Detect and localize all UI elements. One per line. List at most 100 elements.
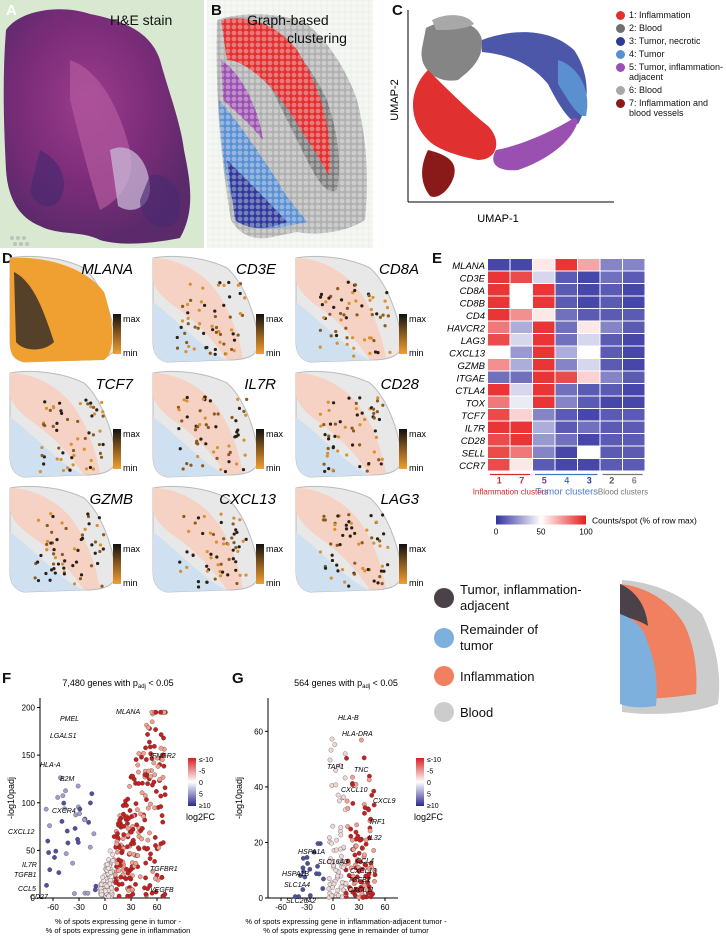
volcano-point [360,866,365,872]
log2fc-title: log2FC [414,812,444,822]
log2fc-tick: -5 [427,769,433,776]
expression-spot [228,315,232,319]
expression-spot [96,561,100,566]
expression-spot [231,522,235,526]
expression-spot [212,450,216,454]
expression-spot [76,419,80,424]
volcano-point [121,832,127,837]
expression-spot [218,340,222,344]
expression-spot [193,428,198,432]
heatmap-cell [578,434,600,446]
heatmap-cell [578,371,600,383]
expression-spot [238,518,242,522]
tumor-region [296,417,370,477]
volcano-point [59,819,65,824]
heatmap-cell [510,296,532,308]
heatmap-cell [600,346,622,358]
volcano-point [371,788,377,794]
volcano-point [116,868,122,874]
expression-spot [362,338,367,342]
heatmap-cell [510,284,532,296]
expression-spot [324,300,328,304]
volcano-point [327,835,332,841]
expression-spot [318,550,323,554]
expression-spot [373,350,378,354]
heatmap-cell [510,359,532,371]
gene-annotation: TGFBR1 [150,866,178,873]
volcano-point [125,826,131,831]
gene-map-lag3: LAG3 max min [295,485,427,593]
volcano-point [91,831,97,837]
expression-spot [241,539,245,543]
expression-spot [204,423,208,427]
expression-spot [238,573,242,577]
expression-spot [78,577,83,581]
volcano-point [145,781,150,787]
scale-max-label: max [409,544,427,554]
volcano-point [162,785,168,791]
expression-spot [327,296,331,300]
heatmap-cell [488,359,510,371]
expression-spot [385,306,390,310]
expression-spot [227,460,231,464]
expression-spot [234,419,238,423]
tumor-region [153,302,227,362]
log2fc-title: log2FC [186,812,216,822]
volcano-point [147,856,153,861]
volcano-point [52,855,57,860]
heatmap-cell [623,271,645,283]
expression-spot [237,545,241,549]
expression-spot [226,542,230,546]
volcano-point [357,837,363,843]
color-scale-bar [256,544,264,584]
volcano-point [147,739,152,745]
volcano-point [358,737,364,743]
expression-spot [219,520,223,525]
colorbar-tick: 100 [579,528,593,537]
expression-spot [224,352,228,356]
volcano-point [366,777,372,783]
x-tick-label: 60 [153,903,162,912]
expression-spot [36,578,41,583]
heatmap-cell [600,359,622,371]
expression-spot [181,467,185,471]
expression-spot [90,543,94,547]
inflammation-region [296,258,386,360]
volcano-point [315,863,320,869]
volcano-point [355,888,361,893]
gene-annotation: HLA-B [338,715,359,722]
volcano-point [358,879,364,885]
volcano-point [162,792,168,798]
expression-spot [381,403,385,407]
volcano-point [143,891,149,897]
volcano-point [316,871,322,877]
expression-spot [211,532,216,537]
volcano-point [65,840,71,846]
umap-legend: 1: Inflammation 2: Blood 3: Tumor, necro… [616,10,724,121]
x-axis-label-line2: % of spots expressing gene in remainder … [263,926,429,935]
colorbar-tick: 0 [494,528,499,537]
expression-spot [214,325,219,330]
volcano-point [153,709,159,715]
expression-spot [357,542,361,546]
volcano-point [110,858,116,864]
expression-spot [367,462,371,466]
heatmap-cell [600,284,622,296]
legend-label: 7: Inflammation and blood vessels [629,98,709,118]
volcano-point [143,860,149,866]
heatmap-cell [623,459,645,471]
volcano-point [127,808,133,813]
expression-spot [178,560,182,564]
expression-spot [205,569,210,573]
expression-spot [55,428,59,432]
expression-spot [40,445,44,450]
expression-spot [326,451,330,455]
expression-spot [35,560,40,564]
volcano-point [329,840,334,846]
expression-spot [328,422,333,426]
expression-spot [86,512,90,516]
volcano-point [100,874,105,880]
expression-spot [345,306,349,310]
expression-spot [372,339,376,343]
scale-min-label: min [123,348,138,358]
